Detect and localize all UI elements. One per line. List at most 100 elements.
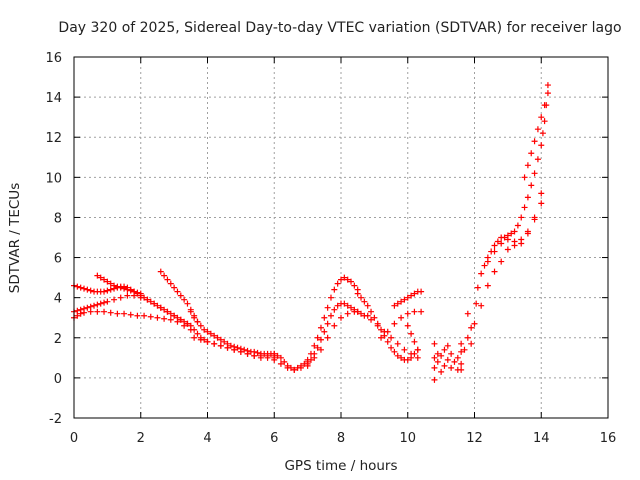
data-point bbox=[144, 296, 151, 303]
data-point bbox=[361, 312, 368, 319]
data-point bbox=[478, 270, 485, 277]
data-point bbox=[184, 320, 191, 327]
data-point bbox=[458, 348, 465, 355]
data-point bbox=[264, 354, 271, 361]
data-point bbox=[221, 338, 228, 345]
data-point bbox=[91, 302, 98, 309]
data-point bbox=[134, 289, 141, 296]
data-point bbox=[124, 286, 131, 293]
data-point bbox=[491, 248, 498, 255]
x-tick-label: 4 bbox=[203, 431, 211, 446]
data-point bbox=[404, 322, 411, 329]
data-point bbox=[331, 286, 338, 293]
data-point bbox=[311, 342, 318, 349]
data-point bbox=[441, 346, 448, 353]
data-point bbox=[408, 350, 415, 357]
data-point bbox=[87, 308, 94, 315]
data-point bbox=[338, 276, 344, 283]
data-point bbox=[344, 310, 351, 317]
data-point bbox=[177, 292, 184, 299]
data-point bbox=[147, 313, 154, 320]
data-point bbox=[74, 283, 81, 290]
data-point bbox=[187, 308, 194, 315]
data-point bbox=[224, 344, 231, 351]
data-point bbox=[324, 304, 331, 311]
data-point bbox=[77, 310, 84, 317]
data-point bbox=[191, 326, 198, 333]
data-point bbox=[121, 310, 128, 317]
x-tick-label: 12 bbox=[466, 431, 483, 446]
data-point bbox=[374, 322, 381, 329]
data-point bbox=[101, 288, 108, 295]
data-point bbox=[484, 258, 491, 265]
data-point bbox=[184, 300, 191, 307]
data-point bbox=[254, 349, 261, 356]
data-point bbox=[244, 350, 251, 357]
data-point bbox=[104, 298, 111, 305]
data-point bbox=[164, 308, 171, 315]
data-point bbox=[461, 346, 468, 353]
data-point bbox=[334, 280, 341, 287]
data-point bbox=[194, 330, 201, 337]
data-point bbox=[114, 310, 121, 317]
data-point bbox=[394, 300, 401, 307]
y-tick-label: 0 bbox=[54, 372, 62, 387]
data-point bbox=[524, 162, 531, 169]
data-point bbox=[177, 316, 184, 323]
data-point bbox=[478, 302, 485, 309]
y-tick-label: -2 bbox=[49, 412, 62, 427]
chart-title: Day 320 of 2025, Sidereal Day-to-day VTE… bbox=[58, 20, 621, 36]
data-point bbox=[351, 282, 358, 289]
y-tick-label: 14 bbox=[45, 91, 62, 106]
data-point bbox=[161, 315, 168, 322]
data-point bbox=[401, 296, 408, 303]
data-point bbox=[291, 366, 298, 373]
x-tick-label: 0 bbox=[70, 431, 78, 446]
data-point bbox=[167, 310, 174, 317]
data-point bbox=[154, 314, 161, 321]
data-point bbox=[171, 312, 178, 319]
data-point bbox=[231, 346, 238, 353]
y-tick-label: 6 bbox=[54, 252, 62, 267]
data-point bbox=[227, 342, 234, 349]
data-marks bbox=[71, 82, 551, 383]
data-point bbox=[111, 296, 118, 303]
data-point bbox=[331, 322, 338, 329]
data-point bbox=[464, 310, 471, 317]
data-point bbox=[364, 302, 371, 309]
data-point bbox=[134, 312, 141, 319]
data-point bbox=[111, 282, 118, 289]
data-point bbox=[411, 290, 418, 297]
data-point bbox=[234, 344, 241, 351]
data-point bbox=[304, 360, 311, 367]
data-point bbox=[324, 334, 331, 341]
data-point bbox=[531, 214, 538, 221]
x-tick-label: 2 bbox=[137, 431, 145, 446]
data-point bbox=[368, 316, 375, 323]
data-point bbox=[411, 338, 418, 345]
data-point bbox=[541, 118, 548, 125]
data-point bbox=[414, 346, 421, 353]
data-point bbox=[211, 340, 218, 347]
y-tick-label: 8 bbox=[54, 211, 62, 226]
data-point bbox=[544, 90, 551, 97]
data-point bbox=[241, 346, 248, 353]
data-point bbox=[501, 234, 508, 241]
data-point bbox=[538, 114, 545, 121]
data-point bbox=[201, 326, 208, 333]
data-point bbox=[74, 312, 81, 319]
data-point bbox=[378, 326, 385, 333]
data-point bbox=[514, 222, 521, 229]
data-point bbox=[408, 292, 415, 299]
data-point bbox=[404, 294, 411, 301]
data-point bbox=[431, 354, 438, 361]
data-point bbox=[157, 268, 164, 275]
y-tick-label: 10 bbox=[45, 171, 62, 186]
data-point bbox=[107, 309, 114, 316]
data-point bbox=[358, 310, 365, 317]
data-point bbox=[404, 356, 411, 363]
data-point bbox=[391, 320, 398, 327]
data-point bbox=[481, 262, 488, 269]
data-point bbox=[401, 346, 408, 353]
data-point bbox=[404, 310, 411, 317]
